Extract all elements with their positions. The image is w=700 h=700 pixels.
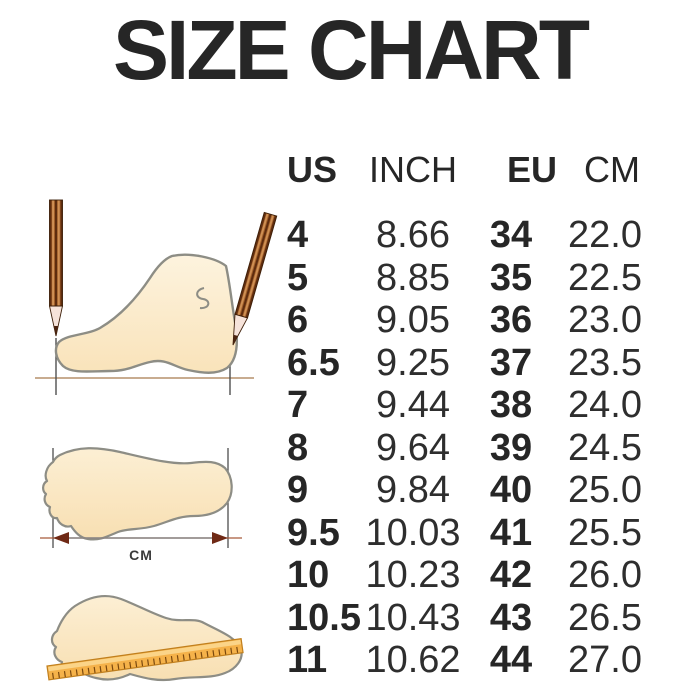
- table-row: 6.5 9.25 37 23.5: [283, 342, 657, 385]
- header-inch: INCH: [369, 149, 457, 190]
- inch-cell: 8.85: [376, 256, 450, 299]
- eu-cell: 42: [489, 554, 533, 596]
- footprint-length-arrow-illustration: CM: [40, 447, 242, 563]
- eu-cell: 40: [489, 469, 533, 511]
- pencil-right-icon: [226, 211, 278, 348]
- cm-cell: 22.0: [568, 214, 642, 256]
- inch-cell: 10.03: [365, 511, 461, 554]
- eu-cell: 43: [489, 596, 533, 639]
- inch-cell: 10.23: [365, 554, 461, 596]
- table-row: 6 9.05 36 23.0: [283, 299, 657, 342]
- cm-cell: 27.0: [568, 639, 642, 681]
- header-eu: EU: [507, 149, 558, 190]
- header-us: US: [287, 149, 338, 190]
- pencil-left-icon: [49, 199, 63, 337]
- ankle-mark: [196, 287, 210, 310]
- table-row: 7 9.44 38 24.0: [283, 384, 657, 427]
- us-cell: 7: [287, 384, 309, 426]
- footprint-ruler-illustration: [46, 595, 244, 682]
- eu-cell: 44: [489, 639, 533, 681]
- arrowhead-left-icon: [53, 532, 69, 544]
- eu-cell: 36: [489, 299, 533, 341]
- cm-cell: 25.5: [568, 511, 642, 554]
- cm-cell: 22.5: [568, 256, 642, 299]
- size-table: US INCH EU CM 4 8.66 34 22.0 5 8.85 35 22.5 6 9.0…: [283, 148, 657, 682]
- us-cell: 9: [287, 469, 309, 511]
- table-row: 9.5 10.03 41 25.5: [283, 512, 657, 555]
- eu-cell: 39: [489, 426, 533, 469]
- inch-cell: 9.05: [376, 299, 450, 341]
- inch-cell: 9.25: [376, 341, 450, 384]
- cm-cell: 23.0: [568, 299, 642, 341]
- inch-cell: 10.43: [365, 596, 461, 639]
- table-row: 8 9.64 39 24.5: [283, 427, 657, 470]
- us-cell: 5: [287, 256, 309, 299]
- us-cell: 8: [287, 426, 309, 469]
- foot-side-icon: [54, 253, 239, 374]
- cm-cell: 23.5: [568, 341, 642, 384]
- size-table-rows: 4 8.66 34 22.0 5 8.85 35 22.5 6 9.05 36 23.0 6.5 9.25…: [283, 214, 657, 682]
- cm-cell: 26.5: [568, 596, 642, 639]
- eu-cell: 35: [489, 256, 533, 299]
- cm-cell: 25.0: [568, 469, 642, 511]
- arrowhead-right-icon: [212, 532, 228, 544]
- eu-cell: 37: [489, 341, 533, 384]
- table-row: 10.5 10.43 43 26.5: [283, 597, 657, 640]
- table-row: 4 8.66 34 22.0: [283, 214, 657, 257]
- cm-cell: 24.0: [568, 384, 642, 426]
- foot-side-measure-illustration: [35, 199, 278, 395]
- page-title: SIZE CHART: [113, 3, 590, 97]
- table-row: 10 10.23 42 26.0: [283, 554, 657, 597]
- footprint-icon: [42, 447, 233, 541]
- inch-cell: 9.44: [376, 384, 450, 426]
- table-header: US INCH EU CM: [283, 148, 657, 192]
- us-cell: 11: [287, 639, 328, 681]
- eu-cell: 38: [489, 384, 533, 426]
- table-row: 9 9.84 40 25.0: [283, 469, 657, 512]
- table-row: 5 8.85 35 22.5: [283, 257, 657, 300]
- inch-cell: 9.64: [376, 426, 450, 469]
- us-cell: 10.5: [287, 596, 361, 639]
- inch-cell: 8.66: [376, 214, 450, 256]
- us-cell: 10: [287, 554, 330, 596]
- cm-cell: 24.5: [568, 426, 642, 469]
- us-cell: 9.5: [287, 511, 340, 554]
- us-cell: 4: [287, 214, 309, 256]
- inch-cell: 10.62: [365, 639, 461, 681]
- eu-cell: 41: [489, 511, 533, 554]
- table-row: 11 10.62 44 27.0: [283, 639, 657, 682]
- cm-label: CM: [129, 547, 153, 563]
- ruler-icon: [46, 638, 244, 681]
- us-cell: 6: [287, 299, 309, 341]
- inch-cell: 9.84: [376, 469, 450, 511]
- us-cell: 6.5: [287, 341, 340, 384]
- eu-cell: 34: [489, 214, 533, 256]
- header-cm: CM: [584, 149, 640, 190]
- cm-cell: 26.0: [568, 554, 642, 596]
